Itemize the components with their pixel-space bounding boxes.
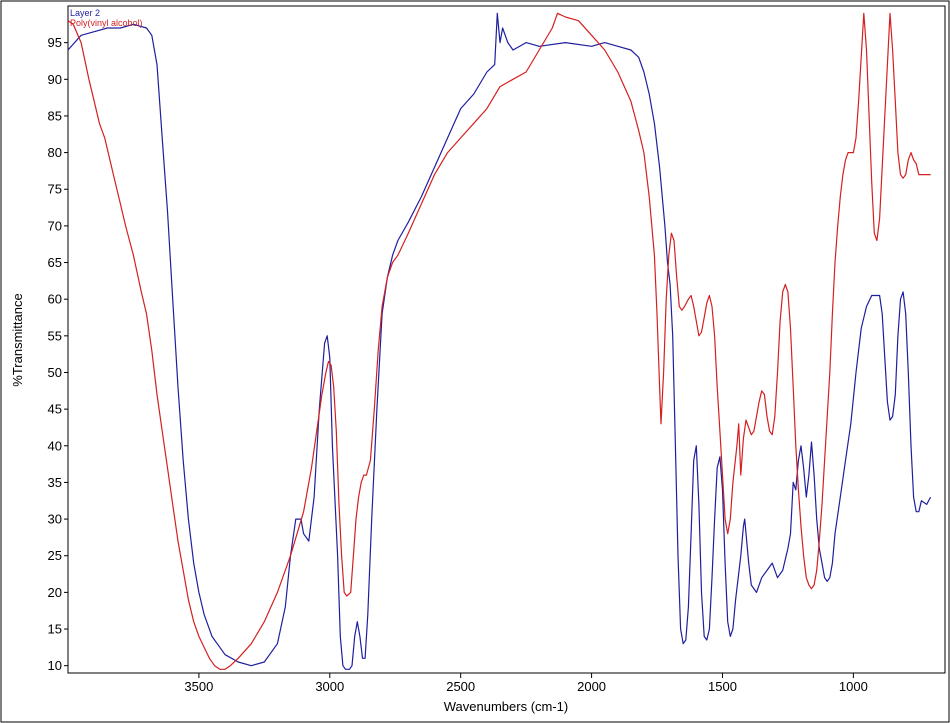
x-tick-label: 3000	[315, 679, 344, 694]
y-tick-label: 35	[48, 475, 62, 490]
x-tick-label: 3500	[184, 679, 213, 694]
y-tick-label: 55	[48, 328, 62, 343]
x-axis-ticks: 3500 3000 2500 2000 1500 1000	[184, 673, 868, 694]
x-tick-label: 1000	[839, 679, 868, 694]
y-tick-label: 20	[48, 585, 62, 600]
y-tick-label: 30	[48, 512, 62, 527]
x-tick-label: 2500	[446, 679, 475, 694]
series-layer	[67, 12, 932, 670]
y-tick-label: 60	[48, 292, 62, 307]
y-tick-label: 50	[48, 365, 62, 380]
y-tick-label: 85	[48, 108, 62, 123]
y-tick-label: 65	[48, 255, 62, 270]
x-tick-label: 2000	[577, 679, 606, 694]
x-tick-label: 1500	[708, 679, 737, 694]
legend-entry: Layer 2	[70, 8, 100, 18]
y-tick-label: 70	[48, 218, 62, 233]
y-tick-label: 40	[48, 438, 62, 453]
x-axis-title: Wavenumbers (cm-1)	[444, 699, 568, 714]
y-tick-label: 95	[48, 35, 62, 50]
y-tick-label: 80	[48, 145, 62, 160]
series-line-poly-vinyl-alcohol	[67, 12, 931, 670]
y-axis-title: %Transmittance	[10, 293, 25, 386]
y-tick-label: 10	[48, 658, 62, 673]
y-tick-label: 45	[48, 402, 62, 417]
series-line-layer-2	[67, 12, 932, 670]
y-tick-label: 90	[48, 72, 62, 87]
y-tick-label: 75	[48, 182, 62, 197]
y-axis-ticks: 10 15 20 25 30 35 40 45 50 55 60 65 70 75 80 85 90 95	[48, 35, 68, 673]
legend-entry: Poly(vinyl alcohol)	[70, 18, 143, 28]
plot-area	[67, 5, 946, 674]
y-tick-label: 15	[48, 622, 62, 637]
y-tick-label: 25	[48, 548, 62, 563]
